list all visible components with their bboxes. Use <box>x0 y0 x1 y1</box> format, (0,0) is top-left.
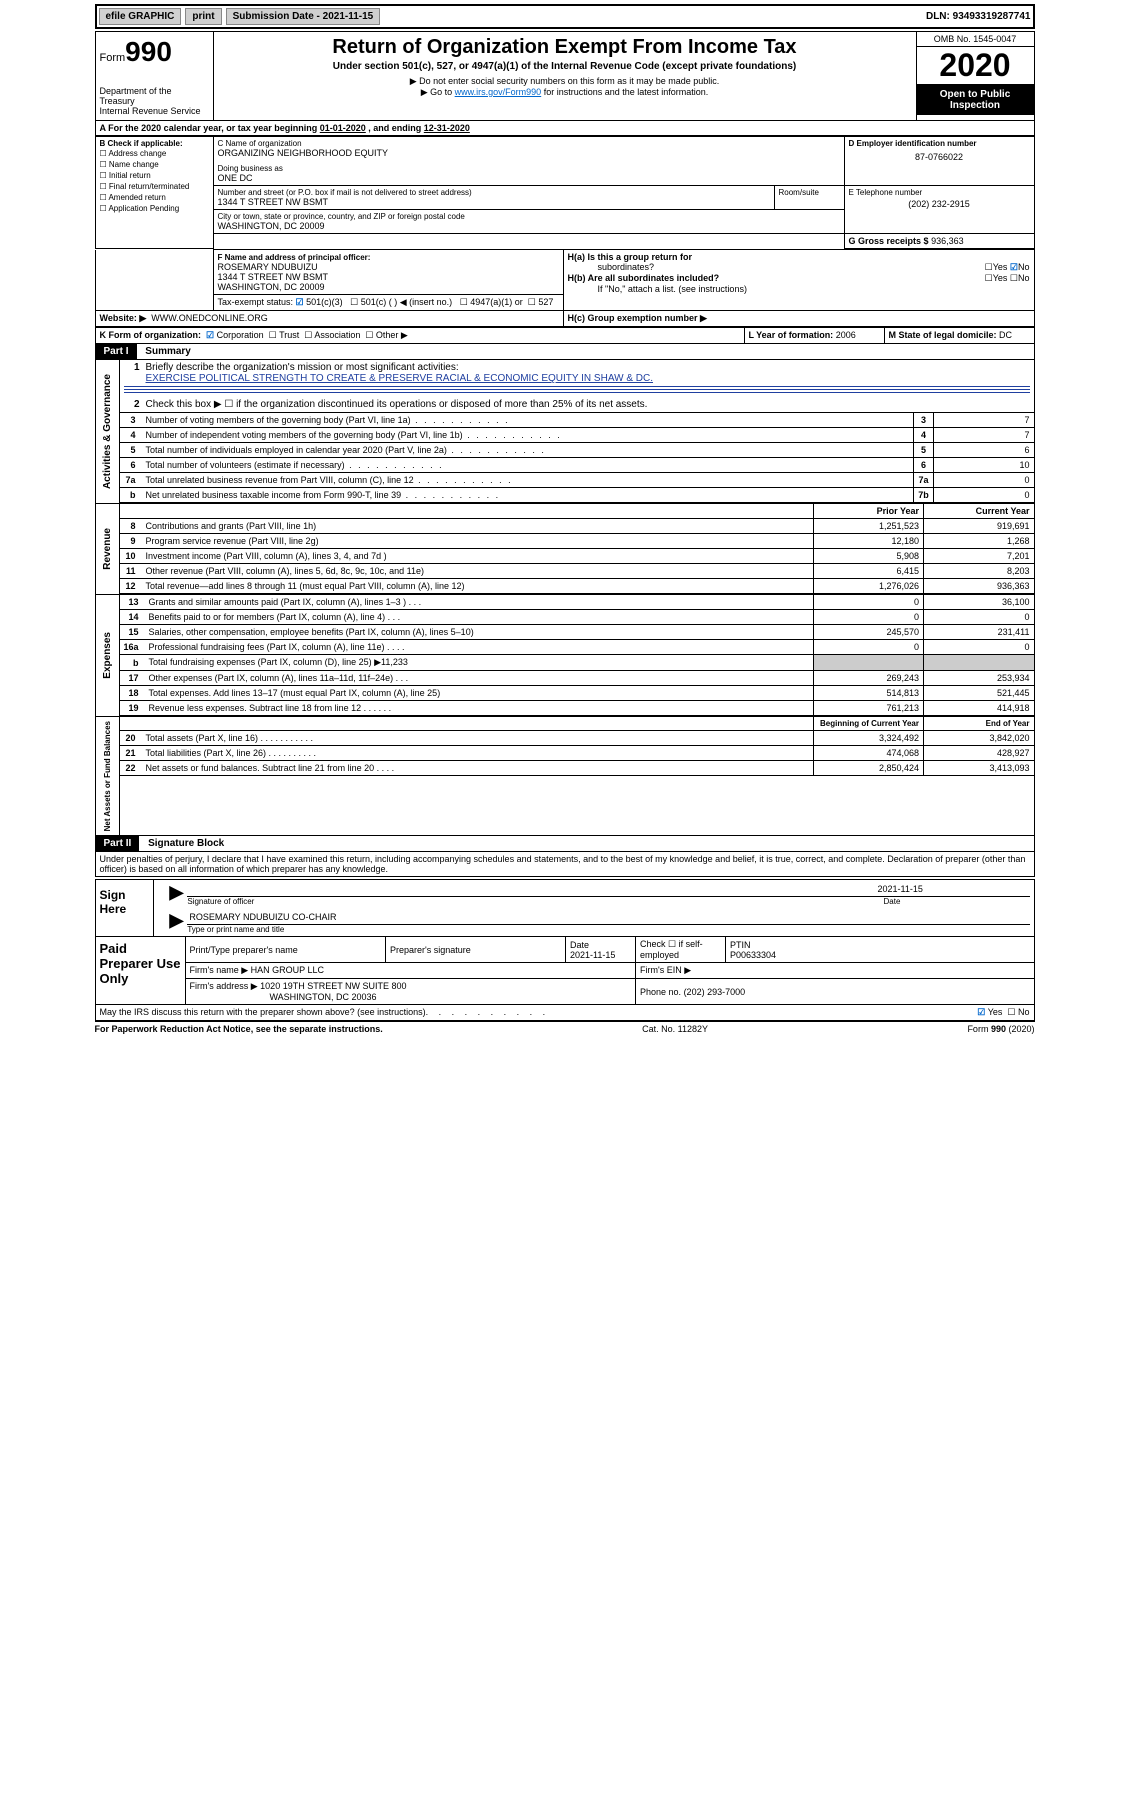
box-j-label: Website: ▶ <box>100 313 147 323</box>
room-suite-label: Room/suite <box>774 186 844 210</box>
print-button[interactable]: print <box>185 8 221 25</box>
street-address: 1344 T STREET NW BSMT <box>218 197 770 207</box>
instructions-link[interactable]: www.irs.gov/Form990 <box>455 87 542 97</box>
checkbox-item[interactable]: ☐ Final return/terminated <box>100 181 209 192</box>
ssn-note: ▶ Do not enter social security numbers o… <box>218 76 912 87</box>
tax-year: 2020 <box>917 47 1034 85</box>
box-g-label: G Gross receipts $ <box>849 236 929 246</box>
box-f-label: F Name and address of principal officer: <box>218 253 371 262</box>
form-subtitle: Under section 501(c), 527, or 4947(a)(1)… <box>218 61 912 72</box>
page-footer: For Paperwork Reduction Act Notice, see … <box>95 1021 1035 1036</box>
checkbox-item[interactable]: ☐ Address change <box>100 148 209 159</box>
org-name: ORGANIZING NEIGHBORHOOD EQUITY <box>218 148 840 158</box>
submission-date: Submission Date - 2021-11-15 <box>226 8 381 25</box>
cat-no: Cat. No. 11282Y <box>642 1024 708 1034</box>
perjury-declaration: Under penalties of perjury, I declare th… <box>95 852 1035 877</box>
checkbox-item[interactable]: ☐ Amended return <box>100 192 209 203</box>
checkbox-item[interactable]: ☐ Application Pending <box>100 203 209 214</box>
website: WWW.ONEDCONLINE.ORG <box>151 313 268 323</box>
form-header: Form990 Department of the Treasury Inter… <box>95 31 1035 121</box>
phone: (202) 232-2915 <box>849 197 1030 211</box>
checkbox-item[interactable]: ☐ Name change <box>100 159 209 170</box>
firm-phone: (202) 293-7000 <box>684 987 746 997</box>
info-grid-2: F Name and address of principal officer:… <box>95 249 1035 327</box>
city-state-zip: WASHINGTON, DC 20009 <box>218 221 840 231</box>
firm-name: HAN GROUP LLC <box>251 965 324 975</box>
box-i-label: Tax-exempt status: <box>218 297 294 307</box>
box-e-label: E Telephone number <box>849 188 1030 197</box>
box-d-label: D Employer identification number <box>849 139 1030 148</box>
part-1-header: Part I Summary <box>95 344 1035 360</box>
box-k-label: K Form of organization: <box>100 330 202 340</box>
mission: EXERCISE POLITICAL STRENGTH TO CREATE & … <box>124 373 1030 384</box>
officer-signature-name: ROSEMARY NDUBUIZU CO-CHAIR <box>187 910 1029 925</box>
irs-label: Internal Revenue Service <box>100 106 209 116</box>
section-expenses: Expenses 13Grants and similar amounts pa… <box>95 594 1035 716</box>
top-toolbar: efile GRAPHIC print Submission Date - 20… <box>95 4 1035 29</box>
efile-label: efile GRAPHIC <box>99 8 182 25</box>
ein: 87-0766022 <box>849 148 1030 166</box>
box-m-label: M State of legal domicile: <box>889 330 997 340</box>
section-netassets: Net Assets or Fund Balances Beginning of… <box>95 716 1035 836</box>
section-governance: Activities & Governance 1Briefly describ… <box>95 360 1035 503</box>
row-a: A For the 2020 calendar year, or tax yea… <box>95 121 1035 136</box>
dba-name: ONE DC <box>218 173 840 183</box>
info-grid-3: K Form of organization: ☑ Corporation ☐ … <box>95 327 1035 344</box>
section-revenue: Revenue Prior Year Current Year 8Contrib… <box>95 503 1035 594</box>
ptin: P00633304 <box>730 950 776 960</box>
checkbox-item[interactable]: ☐ Initial return <box>100 170 209 181</box>
sign-here-block: Sign Here ▶ 2021-11-15 Signature of offi… <box>95 879 1035 937</box>
box-c-label: C Name of organization <box>218 139 840 148</box>
officer-name: ROSEMARY NDUBUIZU <box>218 262 318 272</box>
box-b-header: B Check if applicable: <box>100 139 209 148</box>
part-2-header: Part II Signature Block <box>95 836 1035 852</box>
domicile-state: DC <box>999 330 1012 340</box>
form-number: 990 <box>125 36 172 67</box>
year-formation: 2006 <box>836 330 856 340</box>
form-label: Form <box>100 52 126 64</box>
dln: DLN: 93493319287741 <box>926 11 1031 22</box>
info-grid: B Check if applicable: ☐ Address change☐… <box>95 136 1035 249</box>
gross-receipts: 936,363 <box>931 236 964 246</box>
paid-preparer-block: Paid Preparer Use Only Print/Type prepar… <box>95 937 1035 1005</box>
dept-treasury: Department of the Treasury <box>100 86 209 106</box>
omb-number: OMB No. 1545-0047 <box>917 32 1034 47</box>
discuss-row: May the IRS discuss this return with the… <box>95 1005 1035 1021</box>
box-l-label: L Year of formation: <box>749 330 834 340</box>
firm-address: 1020 19TH STREET NW SUITE 800 <box>260 981 406 991</box>
form-title: Return of Organization Exempt From Incom… <box>218 36 912 59</box>
